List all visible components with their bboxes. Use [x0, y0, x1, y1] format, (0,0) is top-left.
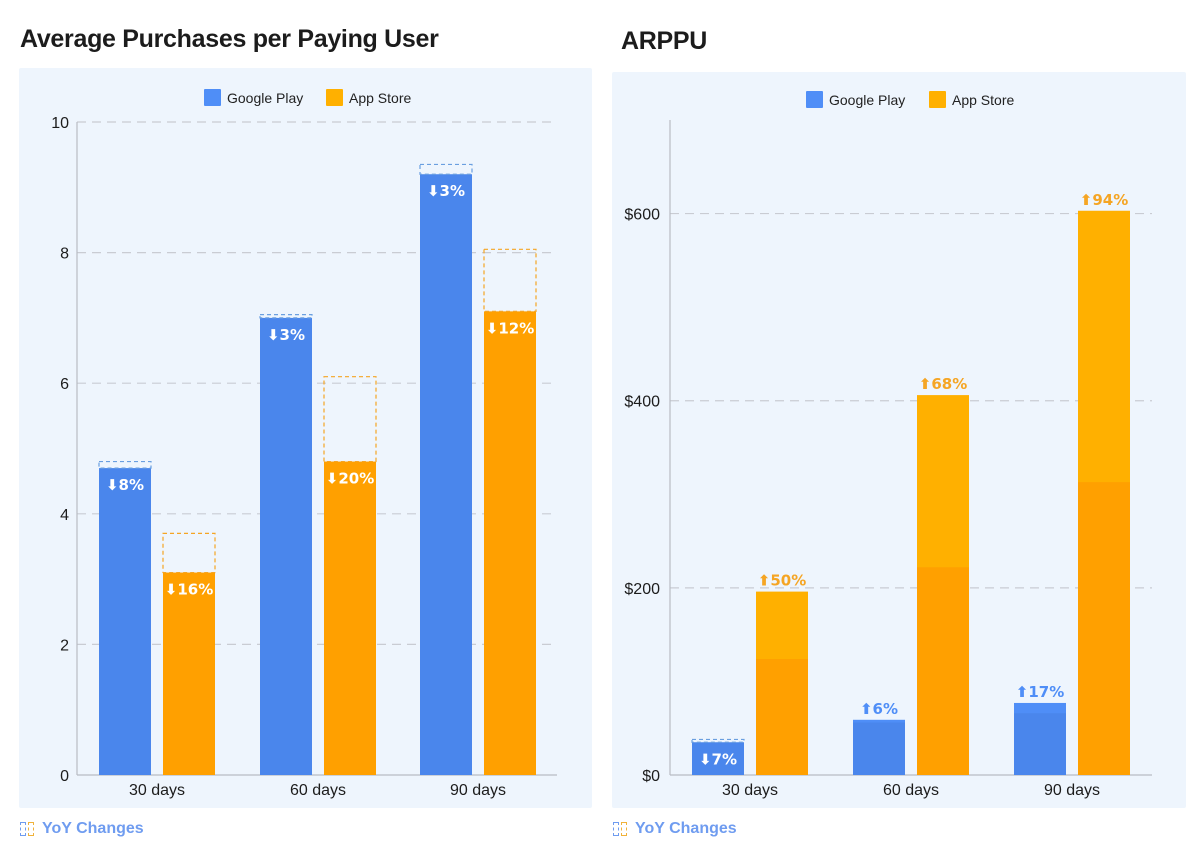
bar-previous-year — [917, 567, 969, 775]
yoy-change-label: ⬆50% — [758, 572, 806, 590]
legend-swatch — [326, 89, 343, 106]
legend-label: App Store — [952, 92, 1014, 108]
yoy-change-label: ⬇16% — [165, 581, 213, 599]
yoy-change-label: ⬇12% — [486, 319, 534, 337]
bar-current — [260, 317, 312, 775]
y-tick-label: 0 — [60, 768, 69, 785]
yoy-change-label: ⬆17% — [1016, 683, 1064, 701]
yoy-change-label: ⬇7% — [699, 750, 737, 768]
right-yoy-note: YoY Changes — [613, 820, 737, 838]
y-tick-label: $400 — [624, 394, 660, 411]
bar-current — [420, 174, 472, 776]
bar-previous-year-outline — [162, 532, 216, 574]
x-tick-label: 90 days — [1044, 782, 1100, 799]
yoy-change-label: ⬆94% — [1080, 191, 1128, 209]
bar-previous-year — [756, 658, 808, 775]
bar-previous-year-outline — [691, 738, 745, 743]
bar-previous-year — [1014, 713, 1066, 775]
bar-current — [163, 572, 215, 775]
right-chart-title: ARPPU — [621, 27, 708, 55]
y-tick-label: $600 — [624, 207, 660, 224]
yoy-change-label: ⬇8% — [106, 476, 144, 494]
legend-swatch — [204, 89, 221, 106]
yoy-legend-icon — [20, 822, 34, 836]
bar-current — [99, 468, 151, 775]
bar-previous-year-outline — [419, 163, 473, 175]
y-tick-label: $0 — [642, 768, 660, 785]
yoy-change-label: ⬆6% — [860, 700, 898, 718]
bar-previous-year-outline — [98, 460, 152, 469]
yoy-change-label: ⬆68% — [919, 375, 967, 393]
y-tick-label: 2 — [60, 637, 69, 654]
y-tick-label: 10 — [51, 115, 69, 132]
x-tick-label: 60 days — [290, 782, 346, 799]
legend-label: Google Play — [227, 90, 303, 106]
x-tick-label: 30 days — [129, 782, 185, 799]
bar-previous-year — [853, 722, 905, 775]
left-yoy-note-label: YoY Changes — [42, 820, 144, 837]
y-tick-label: $200 — [624, 581, 660, 598]
bar-previous-year-outline — [259, 314, 313, 319]
y-tick-label: 8 — [60, 246, 69, 263]
legend-swatch — [806, 91, 823, 108]
yoy-change-label: ⬇3% — [267, 326, 305, 344]
x-tick-label: 90 days — [450, 782, 506, 799]
legend-label: App Store — [349, 90, 411, 106]
yoy-change-label: ⬇20% — [326, 470, 374, 488]
bar-current — [324, 461, 376, 775]
x-tick-label: 30 days — [722, 782, 778, 799]
bar-previous-year — [1078, 482, 1130, 775]
x-tick-label: 60 days — [883, 782, 939, 799]
legend-swatch — [929, 91, 946, 108]
left-yoy-note: YoY Changes — [20, 820, 144, 838]
y-tick-label: 6 — [60, 376, 69, 393]
bar-current — [692, 742, 744, 775]
y-tick-label: 4 — [60, 507, 69, 524]
bar-previous-year-outline — [323, 376, 377, 463]
yoy-legend-icon — [613, 822, 627, 836]
bar-current — [484, 311, 536, 775]
yoy-change-label: ⬇3% — [427, 182, 465, 200]
bar-previous-year-outline — [483, 248, 537, 312]
right-yoy-note-label: YoY Changes — [635, 820, 737, 837]
legend-label: Google Play — [829, 92, 905, 108]
left-chart-title: Average Purchases per Paying User — [20, 25, 439, 53]
